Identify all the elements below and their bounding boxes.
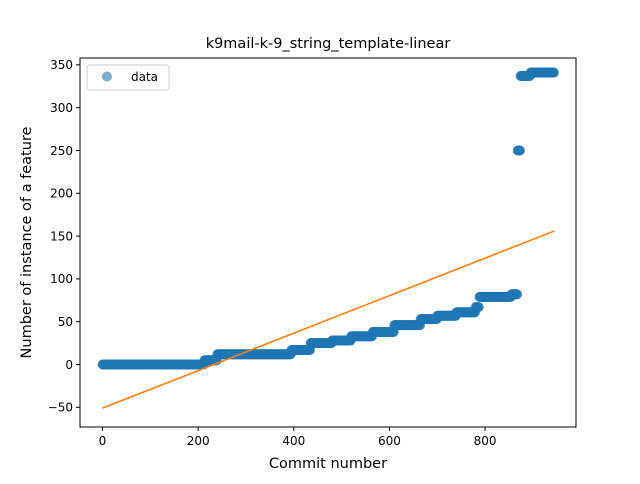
- data-point: [549, 68, 559, 78]
- data-point: [515, 145, 525, 155]
- y-tick-label: 350: [50, 58, 73, 72]
- y-tick-label: −50: [48, 401, 73, 415]
- legend-label-data: data: [131, 70, 158, 84]
- x-tick-label: 600: [378, 434, 401, 448]
- x-axis-label: Commit number: [269, 456, 387, 472]
- chart-title: k9mail-k-9_string_template-linear: [206, 36, 451, 52]
- y-tick-label: 100: [50, 272, 73, 286]
- y-tick-label: 150: [50, 229, 73, 243]
- y-tick-label: 250: [50, 144, 73, 158]
- data-point: [474, 302, 484, 312]
- x-tick-label: 400: [282, 434, 305, 448]
- x-tick-label: 800: [474, 434, 497, 448]
- y-tick-label: 200: [50, 187, 73, 201]
- y-tick-label: 50: [58, 315, 73, 329]
- x-tick-label: 0: [99, 434, 107, 448]
- data-point: [512, 289, 522, 299]
- y-tick-label: 300: [50, 101, 73, 115]
- legend: data: [87, 65, 169, 90]
- x-tick-label: 200: [187, 434, 210, 448]
- y-axis-label: Number of instance of a feature: [19, 126, 35, 358]
- legend-marker-data: [102, 72, 112, 82]
- y-tick-label: 0: [65, 358, 73, 372]
